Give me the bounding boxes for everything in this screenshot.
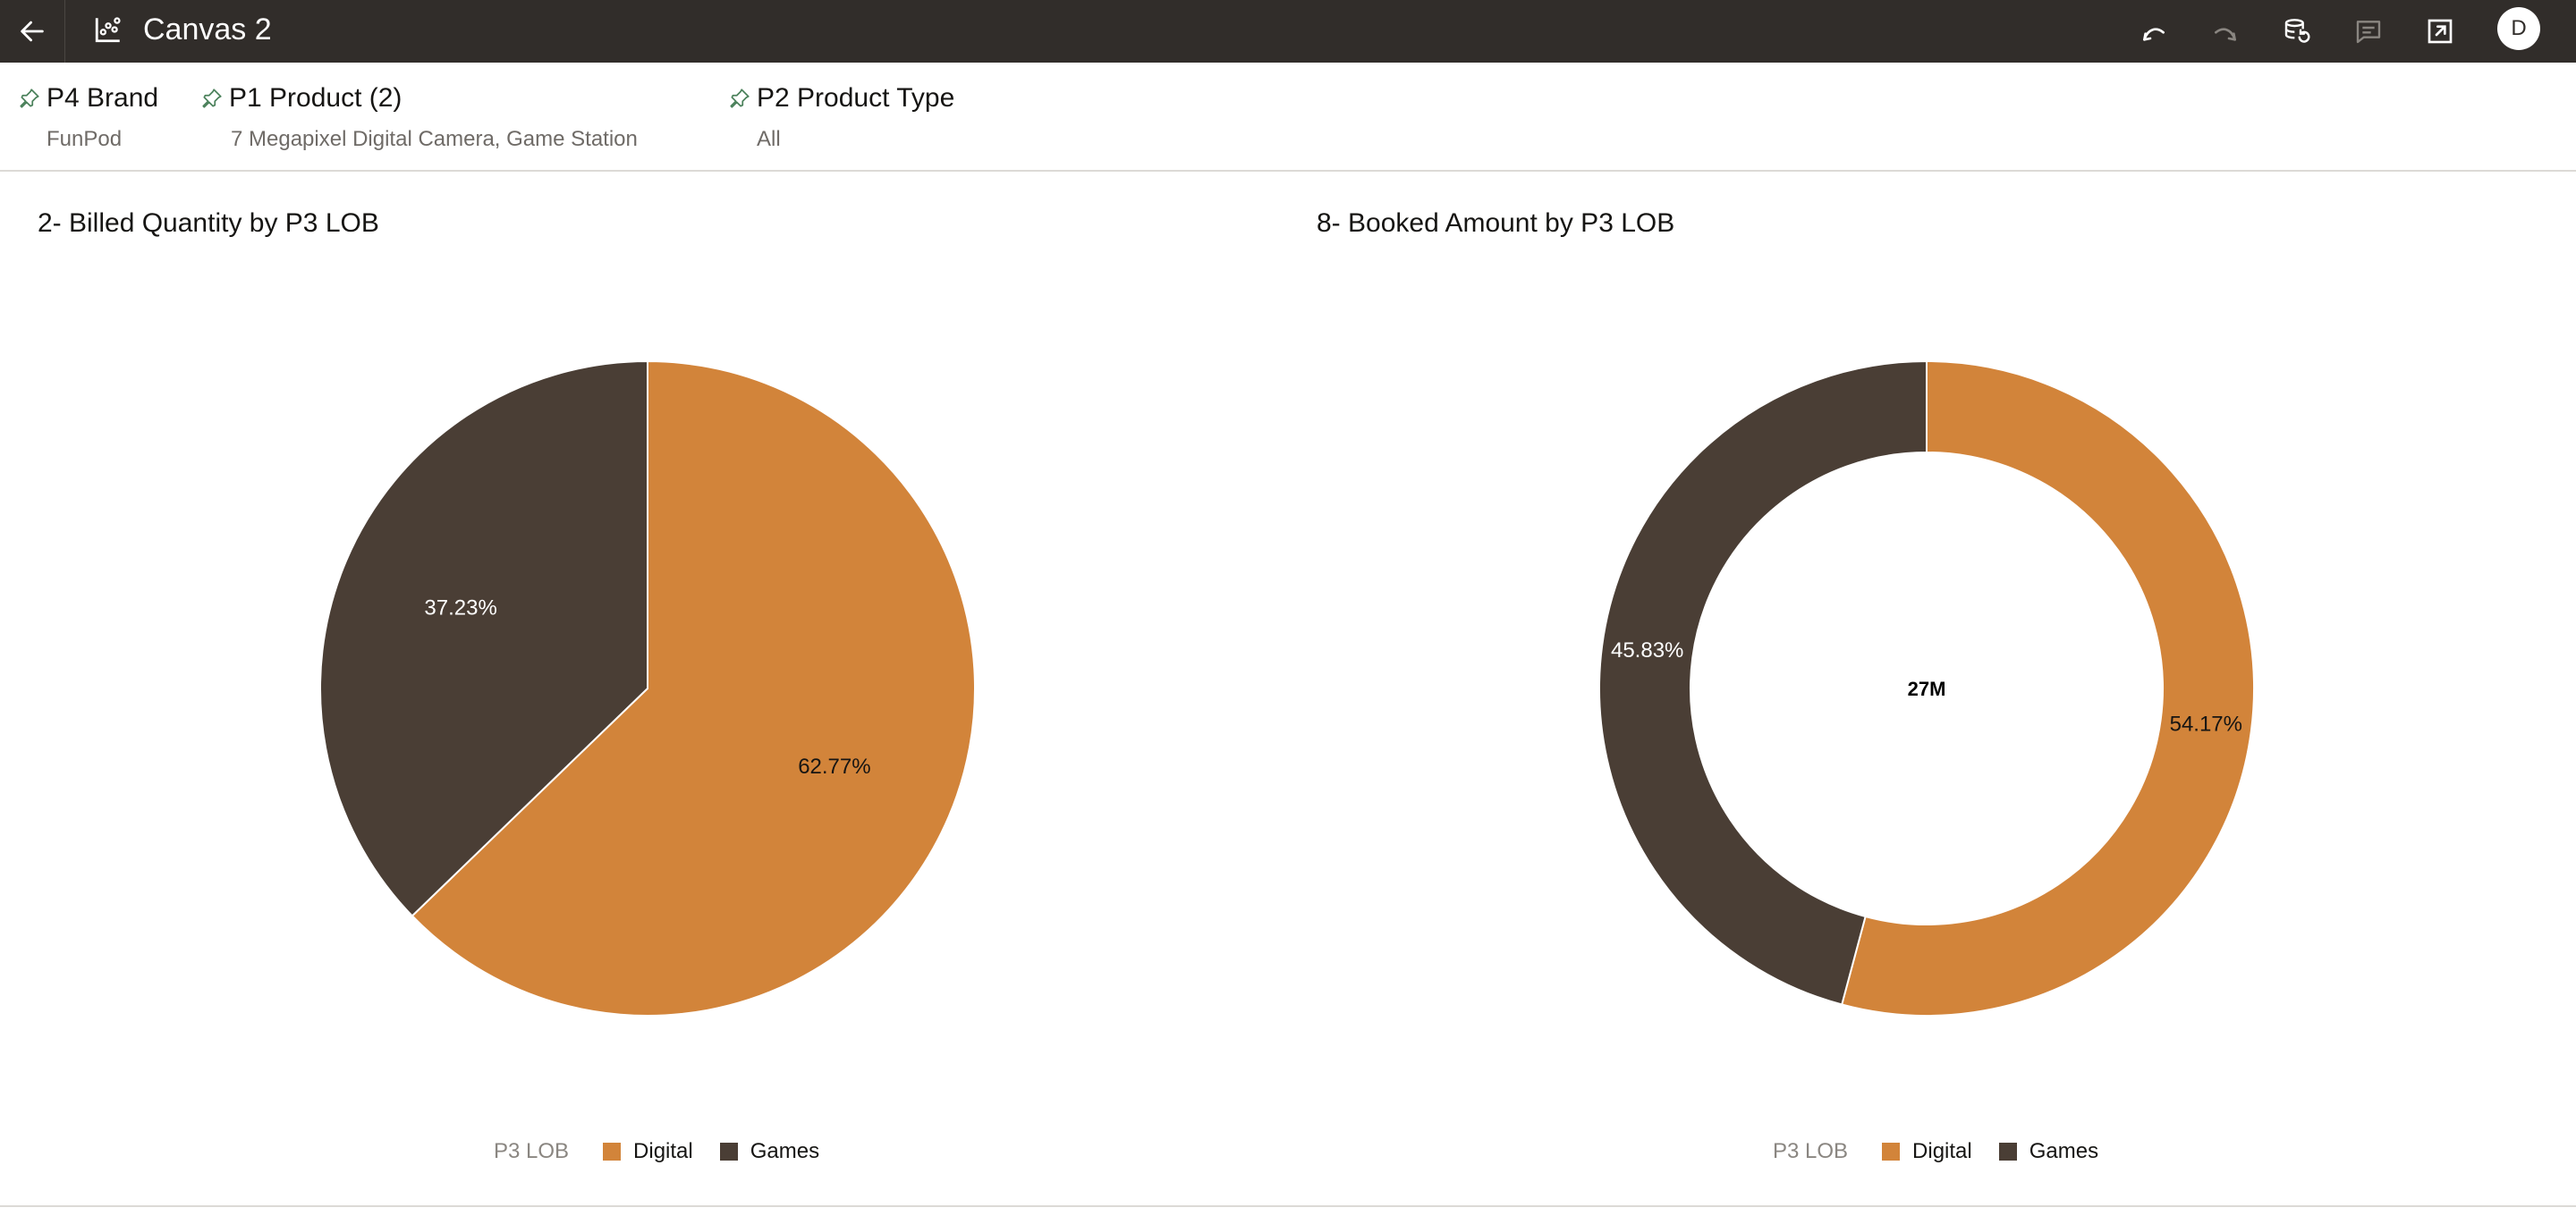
data-label-games: 45.83% bbox=[1611, 638, 1683, 663]
undo-icon bbox=[2143, 28, 2165, 41]
legend-swatch bbox=[1998, 1143, 2017, 1161]
redo-button[interactable] bbox=[2204, 10, 2247, 53]
filter-p4-brand[interactable]: P4 Brand FunPod bbox=[18, 80, 158, 154]
redo-icon bbox=[2215, 28, 2236, 41]
bottom-divider bbox=[0, 1205, 2576, 1207]
chart-title: 2- Billed Quantity by P3 LOB bbox=[38, 208, 379, 238]
data-refresh-icon bbox=[2284, 19, 2310, 43]
legend-label: Digital bbox=[633, 1139, 693, 1163]
top-bar: Canvas 2 D bbox=[0, 0, 2576, 63]
data-refresh-button[interactable] bbox=[2275, 10, 2318, 53]
legend-item-games[interactable]: Games bbox=[719, 1137, 820, 1166]
billed-quantity-visualization[interactable]: 2- Billed Quantity by P3 LOB 62.77% 37.23… bbox=[0, 172, 1288, 1205]
filter-label: P2 Product Type bbox=[757, 83, 955, 113]
undo-button[interactable] bbox=[2132, 10, 2175, 53]
filter-value: 7 Megapixel Digital Camera, Game Station bbox=[231, 127, 638, 151]
user-avatar[interactable]: D bbox=[2497, 7, 2540, 50]
pin-icon bbox=[202, 89, 222, 108]
filter-label: P1 Product (2) bbox=[229, 83, 402, 113]
comment-button[interactable] bbox=[2347, 10, 2390, 53]
legend-swatch bbox=[719, 1143, 738, 1161]
pie-slice-digital[interactable] bbox=[411, 359, 976, 1017]
chart-title: 8- Booked Amount by P3 LOB bbox=[1317, 208, 1675, 238]
comment-icon bbox=[2356, 21, 2381, 44]
billed-quantity-pie-chart[interactable]: 62.77% 37.23% bbox=[0, 172, 1288, 1119]
legend-item-digital[interactable]: Digital bbox=[1882, 1137, 1972, 1166]
filter-value: FunPod bbox=[47, 127, 123, 151]
data-label-digital: 54.17% bbox=[2170, 712, 2242, 736]
back-arrow-icon bbox=[21, 21, 44, 42]
pin-icon bbox=[730, 89, 750, 108]
legend-label: Games bbox=[2029, 1139, 2099, 1163]
filter-p1-product[interactable]: P1 Product (2) 7 Megapixel Digital Camer… bbox=[200, 80, 638, 154]
filter-label: P4 Brand bbox=[47, 83, 159, 113]
export-button[interactable] bbox=[2419, 10, 2462, 53]
filter-value: All bbox=[757, 127, 781, 151]
filter-bar: P4 Brand FunPod P1 Product (2) 7 Megapix… bbox=[0, 63, 2576, 172]
legend-title: P3 LOB bbox=[494, 1139, 570, 1163]
booked-amount-visualization[interactable]: 8- Booked Amount by P3 LOB 54.17% 45.83% 2… bbox=[1288, 172, 2576, 1205]
filter-p2-product-type[interactable]: P2 Product Type All bbox=[728, 80, 954, 154]
legend-swatch bbox=[1882, 1143, 1901, 1161]
legend-label: Games bbox=[750, 1139, 820, 1163]
legend-item-games[interactable]: Games bbox=[1998, 1137, 2099, 1166]
pie-slice-games[interactable] bbox=[1598, 359, 1928, 1006]
legend-swatch bbox=[603, 1143, 622, 1161]
canvas-chart-icon bbox=[95, 17, 121, 43]
back-button[interactable] bbox=[0, 0, 65, 63]
legend-title: P3 LOB bbox=[1773, 1139, 1849, 1163]
pie-slice-games[interactable] bbox=[319, 359, 648, 917]
legend-label: Digital bbox=[1912, 1139, 1972, 1163]
booked-amount-donut-chart[interactable]: 54.17% 45.83% 27M bbox=[1288, 172, 2576, 1119]
data-label-digital: 62.77% bbox=[798, 755, 870, 779]
data-label-games: 37.23% bbox=[424, 596, 496, 621]
donut-center-total: 27M bbox=[1908, 678, 1946, 700]
chart-legend: P3 LOB Digital Games bbox=[1773, 1137, 2125, 1166]
legend-item-digital[interactable]: Digital bbox=[603, 1137, 693, 1166]
chart-legend: P3 LOB Digital Games bbox=[494, 1137, 846, 1166]
export-icon bbox=[2428, 19, 2453, 44]
pin-icon bbox=[20, 89, 39, 108]
canvas-title[interactable]: Canvas 2 bbox=[143, 13, 272, 46]
pie-slice-digital[interactable] bbox=[1840, 359, 2255, 1017]
